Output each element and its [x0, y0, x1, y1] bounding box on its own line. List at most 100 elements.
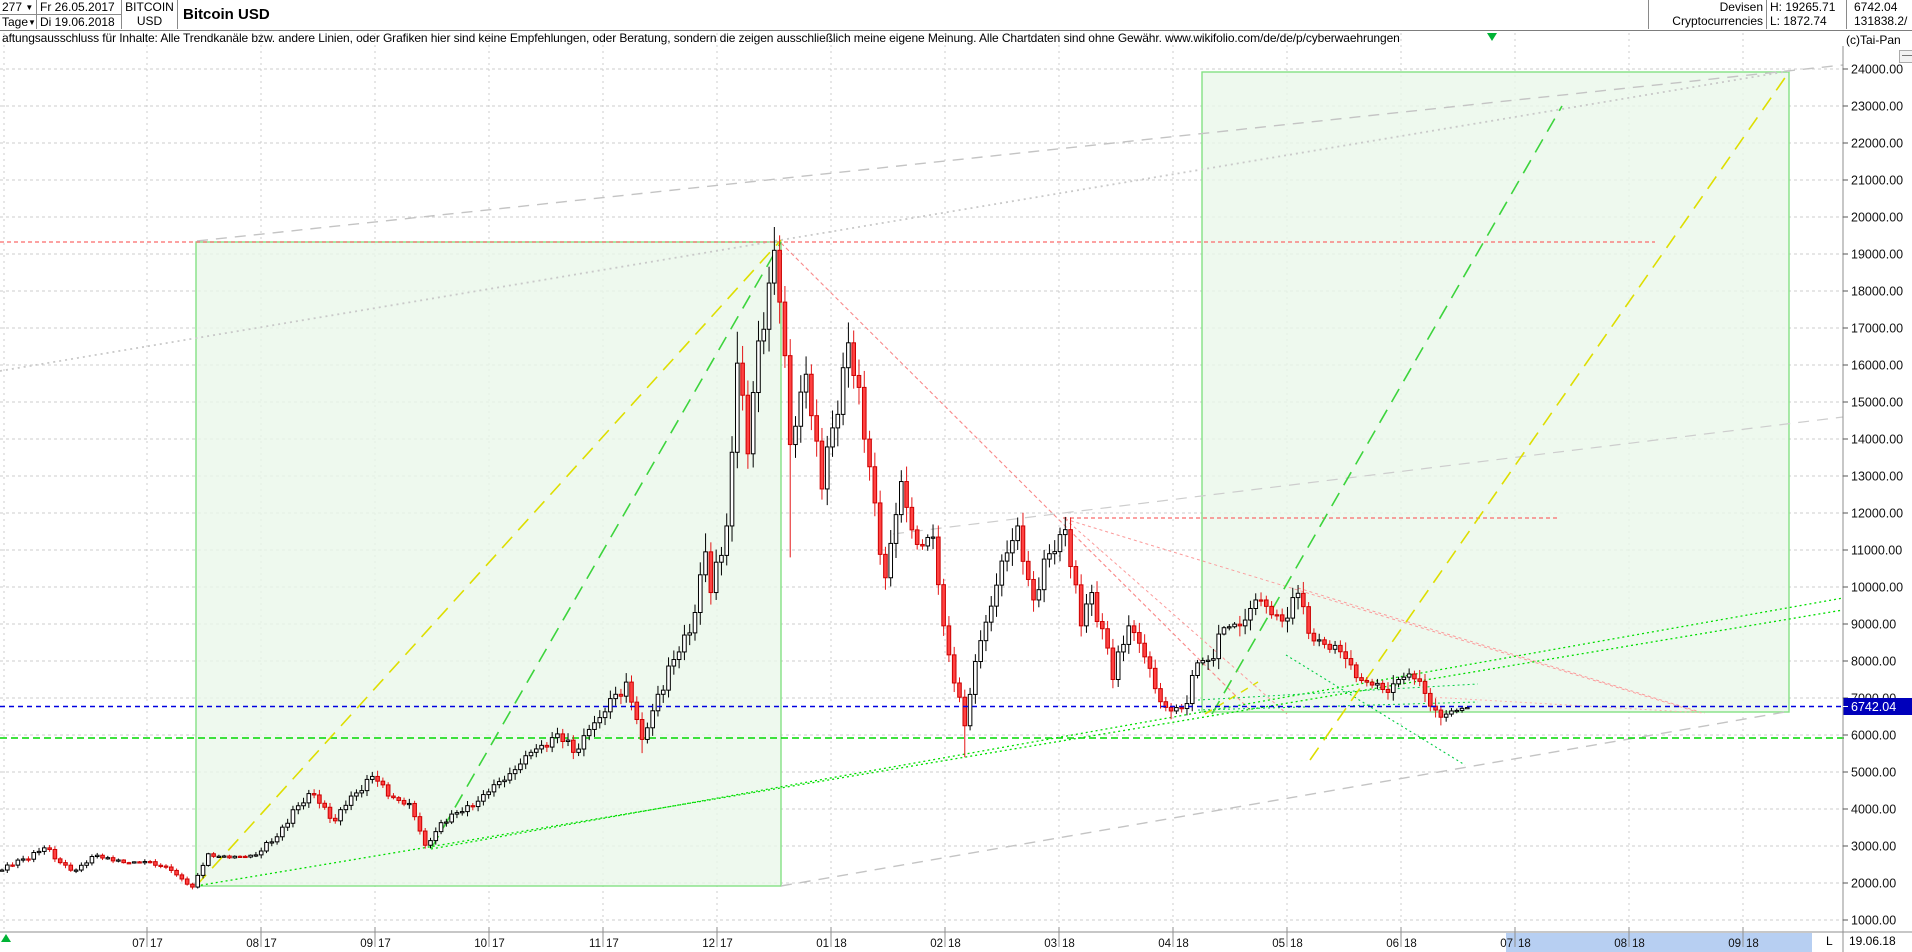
svg-text:5000.00: 5000.00	[1851, 766, 1896, 780]
svg-text:12: 12	[702, 938, 715, 950]
scroll-down-arrow-icon[interactable]	[1487, 33, 1497, 41]
candle	[1359, 673, 1364, 684]
candle	[1036, 577, 1042, 608]
chevron-down-icon: ▼	[25, 3, 34, 12]
candle	[216, 854, 222, 858]
svg-text:09: 09	[1728, 938, 1741, 950]
candle	[364, 774, 370, 797]
candle	[597, 710, 603, 729]
scroll-left-arrow-icon[interactable]	[1, 934, 11, 942]
green-uptrend-2018	[1211, 105, 1563, 715]
candle	[295, 802, 301, 815]
candle	[660, 685, 666, 703]
candle	[1369, 678, 1375, 689]
candle	[1332, 640, 1338, 654]
candle	[1047, 544, 1052, 568]
svg-text:18: 18	[834, 938, 847, 950]
candle	[1025, 551, 1031, 587]
candle	[1343, 642, 1348, 669]
svg-text:11: 11	[589, 938, 601, 950]
category-cell: Devisen Cryptocurrencies	[1648, 0, 1766, 29]
candle	[153, 859, 158, 868]
candle	[645, 722, 650, 744]
candle	[629, 675, 634, 711]
period-dropdown[interactable]: Tage▼	[2, 15, 36, 29]
candle	[264, 840, 269, 854]
period-high: H: 19265.71	[1770, 0, 1836, 14]
svg-text:6000.00: 6000.00	[1851, 729, 1896, 743]
candle	[1152, 659, 1158, 694]
candle	[412, 800, 417, 821]
symbol-name: BITCOIN	[125, 0, 174, 14]
date-from-field[interactable]: Fr 26.05.2017	[37, 0, 121, 15]
candle	[809, 364, 814, 431]
candle	[666, 657, 671, 698]
date-to-field[interactable]: Di 19.06.2018	[40, 15, 115, 29]
candle	[380, 777, 386, 788]
symbol-currency: USD	[136, 14, 163, 28]
candle	[258, 847, 264, 859]
candle	[962, 689, 968, 758]
candle	[1031, 571, 1036, 612]
svg-text:08: 08	[1614, 938, 1627, 950]
candle	[1396, 676, 1401, 688]
candle	[253, 851, 259, 858]
candle	[1015, 517, 1020, 550]
candle	[893, 502, 899, 558]
yellow-uptrend-2017	[195, 239, 782, 887]
svg-text:14000.00: 14000.00	[1851, 433, 1903, 447]
candle	[4, 862, 10, 873]
candle	[1390, 675, 1396, 701]
svg-text:06: 06	[1386, 938, 1399, 950]
candle	[518, 758, 523, 774]
candle	[131, 861, 137, 864]
candle	[1274, 609, 1280, 621]
candle	[1316, 633, 1322, 647]
svg-text:10000.00: 10000.00	[1851, 581, 1903, 595]
svg-text:08: 08	[246, 938, 259, 950]
candle	[798, 375, 804, 443]
candle	[745, 380, 751, 469]
candle	[147, 859, 153, 864]
svg-text:19000.00: 19000.00	[1851, 248, 1903, 262]
candle	[772, 226, 777, 295]
candle	[1295, 585, 1301, 610]
svg-text:10: 10	[474, 938, 487, 950]
candle	[1338, 640, 1343, 659]
candle	[1248, 600, 1253, 631]
candle	[502, 775, 507, 788]
candle	[290, 805, 296, 828]
candle	[973, 654, 978, 704]
candle	[121, 859, 126, 864]
candle	[623, 673, 629, 703]
candle	[31, 849, 37, 863]
candle	[15, 858, 21, 869]
candle	[100, 853, 105, 861]
candle	[1089, 584, 1095, 616]
candle	[126, 861, 132, 865]
candle	[936, 525, 941, 595]
candle	[332, 814, 338, 824]
candle	[1189, 670, 1195, 712]
candle	[243, 855, 248, 859]
candle	[407, 798, 412, 809]
candle	[137, 860, 142, 864]
svg-text:6742.04: 6742.04	[1851, 700, 1896, 714]
candle	[692, 604, 698, 641]
candle	[94, 852, 100, 859]
candle	[401, 797, 407, 807]
bars-count-dropdown[interactable]: 277 ▼	[0, 0, 36, 15]
minimize-icon[interactable]	[1899, 50, 1912, 63]
candle	[89, 854, 95, 866]
gray-mid-line	[892, 416, 1844, 535]
candle	[26, 856, 31, 863]
candle	[1412, 670, 1417, 685]
candle	[602, 707, 608, 726]
candle	[586, 724, 592, 741]
candle	[1348, 650, 1354, 670]
svg-text:18: 18	[1632, 938, 1645, 950]
candle	[459, 807, 465, 816]
candle	[317, 789, 322, 809]
